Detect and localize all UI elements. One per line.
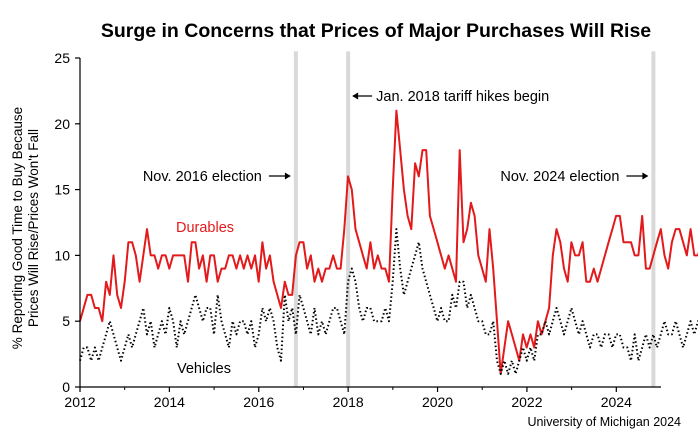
x-tick-label: 2018 bbox=[333, 394, 364, 410]
x-tick-label: 2024 bbox=[601, 394, 632, 410]
annotation-arrowhead bbox=[284, 172, 291, 180]
labels-layer: Nov. 2016 election Jan. 2018 tariff hikes… bbox=[143, 89, 649, 377]
x-tick-label: 2016 bbox=[243, 394, 274, 410]
annotation-arrowhead bbox=[642, 172, 649, 180]
source-note: University of Michigan 2024 bbox=[527, 415, 681, 429]
series-label-durables: Durables bbox=[176, 220, 234, 236]
y-tick-label: 0 bbox=[62, 379, 70, 395]
y-axis-label-line1: % Reporting Good Time to Buy Because bbox=[10, 107, 25, 349]
axes-layer: 0 5 10 15 20 25 2012 2014 2016 2018 2020 2022 2024 bbox=[54, 50, 661, 410]
y-tick-label: 20 bbox=[54, 116, 70, 132]
y-tick-label: 25 bbox=[54, 50, 70, 66]
x-tick-label: 2014 bbox=[154, 394, 185, 410]
y-tick-label: 10 bbox=[54, 247, 70, 263]
x-tick-label: 2020 bbox=[422, 394, 453, 410]
x-tick-label: 2012 bbox=[64, 394, 95, 410]
y-tick-label: 15 bbox=[54, 182, 70, 198]
chart-title: Surge in Concerns that Prices of Major P… bbox=[101, 20, 651, 42]
series-line-durables bbox=[79, 109, 698, 375]
annotation-label: Nov. 2016 election bbox=[143, 169, 262, 185]
annotation-label: Jan. 2018 tariff hikes begin bbox=[376, 89, 549, 105]
y-axis-label-line2: Prices Will Rise/Prices Won't Fall bbox=[26, 129, 41, 327]
y-tick-label: 5 bbox=[62, 313, 70, 329]
x-tick-label: 2022 bbox=[511, 394, 542, 410]
series-label-vehicles: Vehicles bbox=[177, 361, 231, 377]
series-layer bbox=[79, 109, 698, 375]
annotation-label: Nov. 2024 election bbox=[500, 169, 619, 185]
annotation-arrowhead bbox=[352, 92, 359, 100]
